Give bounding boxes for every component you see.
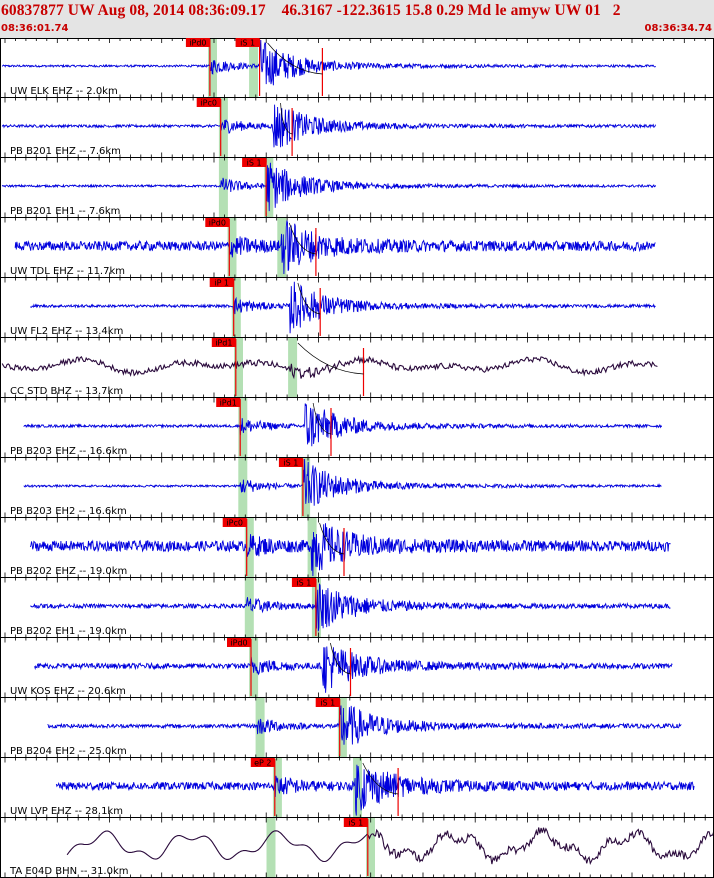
pick-flag[interactable] xyxy=(209,278,234,287)
duration-curve xyxy=(267,42,323,75)
waveform xyxy=(55,764,695,816)
pick-label: iS 1 xyxy=(240,39,255,48)
pick-label: iPd1 xyxy=(215,339,232,348)
waveform xyxy=(23,403,663,447)
waveform xyxy=(1,162,657,212)
pick-label: eP 2 xyxy=(254,759,271,768)
pick-flag[interactable] xyxy=(250,758,275,767)
phase-window xyxy=(272,758,282,818)
station-label: UW LVP EHZ -- 28.1km xyxy=(10,806,123,817)
waveform xyxy=(30,281,656,334)
pick-flag[interactable] xyxy=(343,818,368,827)
waveform xyxy=(14,220,656,275)
pick-label: iS 1 xyxy=(247,159,262,168)
seismogram-plot[interactable]: iPd0 iS 1 iPc0 iS 1 iPd0 iP 1 iPd1 iPd1 iS 1 iPc0… xyxy=(0,38,714,878)
station-label: CC STD BHZ -- 13.7km xyxy=(10,386,123,397)
station-label: PB B201 EH1 -- 7.6km xyxy=(10,206,120,217)
end-time-label: 08:36:34.74 xyxy=(644,23,712,34)
pick-flag[interactable] xyxy=(205,218,230,227)
station-label: TA E04D BHN -- 31.0km xyxy=(9,866,129,877)
pick-label: iPc0 xyxy=(200,99,217,108)
pick-flag[interactable] xyxy=(242,158,267,167)
pick-flag[interactable] xyxy=(235,38,260,47)
pick-label: iS 1 xyxy=(320,699,335,708)
pick-flag[interactable] xyxy=(278,458,303,467)
phase-picks[interactable]: iPd0 iS 1 iPc0 iS 1 iPd0 iP 1 iPd1 iPd1 iS 1 iPc0… xyxy=(185,38,399,876)
pick-label: iPd0 xyxy=(209,219,226,228)
phase-window xyxy=(234,338,243,398)
pick-flag[interactable] xyxy=(216,398,241,407)
station-label: PB B201 EHZ -- 7.6km xyxy=(10,146,121,157)
phase-window xyxy=(208,38,217,98)
pick-label: iPd0 xyxy=(189,39,206,48)
waveform xyxy=(1,39,656,86)
pick-label: iS 1 xyxy=(348,819,363,828)
phase-window xyxy=(218,158,228,218)
phase-window xyxy=(266,818,276,878)
waveform xyxy=(29,523,671,577)
duration-curve xyxy=(288,222,316,255)
station-label: PB B204 EH2 -- 25.0km xyxy=(10,746,127,757)
pick-flag[interactable] xyxy=(211,338,236,347)
station-label: PB B202 EHZ -- 19.0km xyxy=(10,566,127,577)
waveform xyxy=(1,104,657,148)
duration-curve xyxy=(330,642,351,675)
pick-flag[interactable] xyxy=(291,578,316,587)
station-labels: UW ELK EHZ -- 2.0km PB B201 EHZ -- 7.6km P… xyxy=(9,86,129,877)
waveform xyxy=(47,705,682,745)
start-time-label: 08:36:01.74 xyxy=(1,23,69,34)
pick-label: iP 1 xyxy=(214,279,229,288)
traces xyxy=(1,39,714,865)
phase-window xyxy=(366,818,375,878)
duration-curve xyxy=(319,522,345,555)
waveform xyxy=(23,458,662,506)
phase-window xyxy=(337,698,347,758)
duration-curve xyxy=(362,762,399,795)
station-label: UW KOS EHZ -- 20.6km xyxy=(10,686,126,697)
phase-window xyxy=(249,38,259,98)
duration-curve xyxy=(297,282,321,315)
pick-flag[interactable] xyxy=(315,698,340,707)
station-label: PB B203 EHZ -- 16.6km xyxy=(10,446,127,457)
header-bar: 60837877 UW Aug 08, 2014 08:36:09.17 46.… xyxy=(0,0,714,38)
phase-window xyxy=(244,578,254,638)
duration-curve xyxy=(297,342,364,375)
pick-label: iPc0 xyxy=(226,519,243,528)
phase-window xyxy=(288,338,298,398)
pick-label: iPd1 xyxy=(220,399,237,408)
waveform xyxy=(34,646,673,693)
station-label: PB B202 EH1 -- 19.0km xyxy=(10,626,127,637)
pick-label: iPd0 xyxy=(230,639,247,648)
duration-curve xyxy=(312,402,332,435)
pick-label: iS 1 xyxy=(283,459,298,468)
waveform xyxy=(1,355,658,380)
event-title: 60837877 UW Aug 08, 2014 08:36:09.17 46.… xyxy=(1,2,621,19)
station-label: UW FL2 EHZ -- 13.4km xyxy=(10,326,123,337)
pick-flag[interactable] xyxy=(227,638,251,647)
pick-flag[interactable] xyxy=(222,518,247,527)
pick-label: iS 1 xyxy=(296,579,311,588)
pick-flag[interactable] xyxy=(185,38,210,47)
station-label: UW ELK EHZ -- 2.0km xyxy=(10,86,118,97)
station-label: PB B203 EH2 -- 16.6km xyxy=(10,506,127,517)
station-label: UW TDL EHZ -- 11.7km xyxy=(10,266,125,277)
duration-curve xyxy=(280,102,293,135)
pick-flag[interactable] xyxy=(196,98,221,107)
waveform xyxy=(30,583,671,632)
waveform xyxy=(66,827,714,865)
